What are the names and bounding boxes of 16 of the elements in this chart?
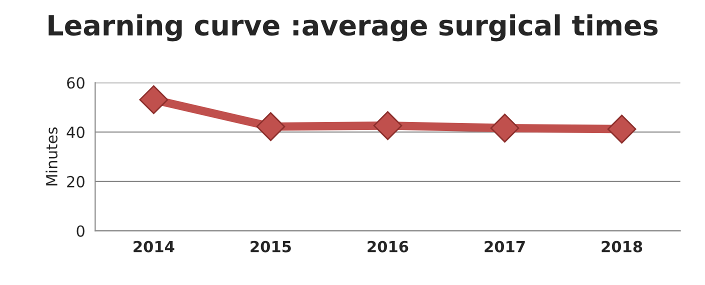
x-tick-label: 2014 [134,240,174,252]
y-tick-label: 60 [67,77,84,89]
y-tick-label: 40 [66,126,84,138]
y-tick-label: 0 [76,225,84,237]
point [373,111,402,140]
y-tick-label: 20 [67,176,84,188]
point [139,85,168,114]
point [607,114,636,144]
point [490,114,520,143]
y-axis-title: Minutes [46,127,58,186]
chart-title: Learning curve :average surgical times [48,14,658,42]
x-tick-label: 2015 [250,240,291,252]
x-tick-label: 2016 [368,240,408,252]
point [256,112,286,142]
x-tick-label: 2018 [602,240,642,252]
x-tick-label: 2017 [484,240,525,252]
